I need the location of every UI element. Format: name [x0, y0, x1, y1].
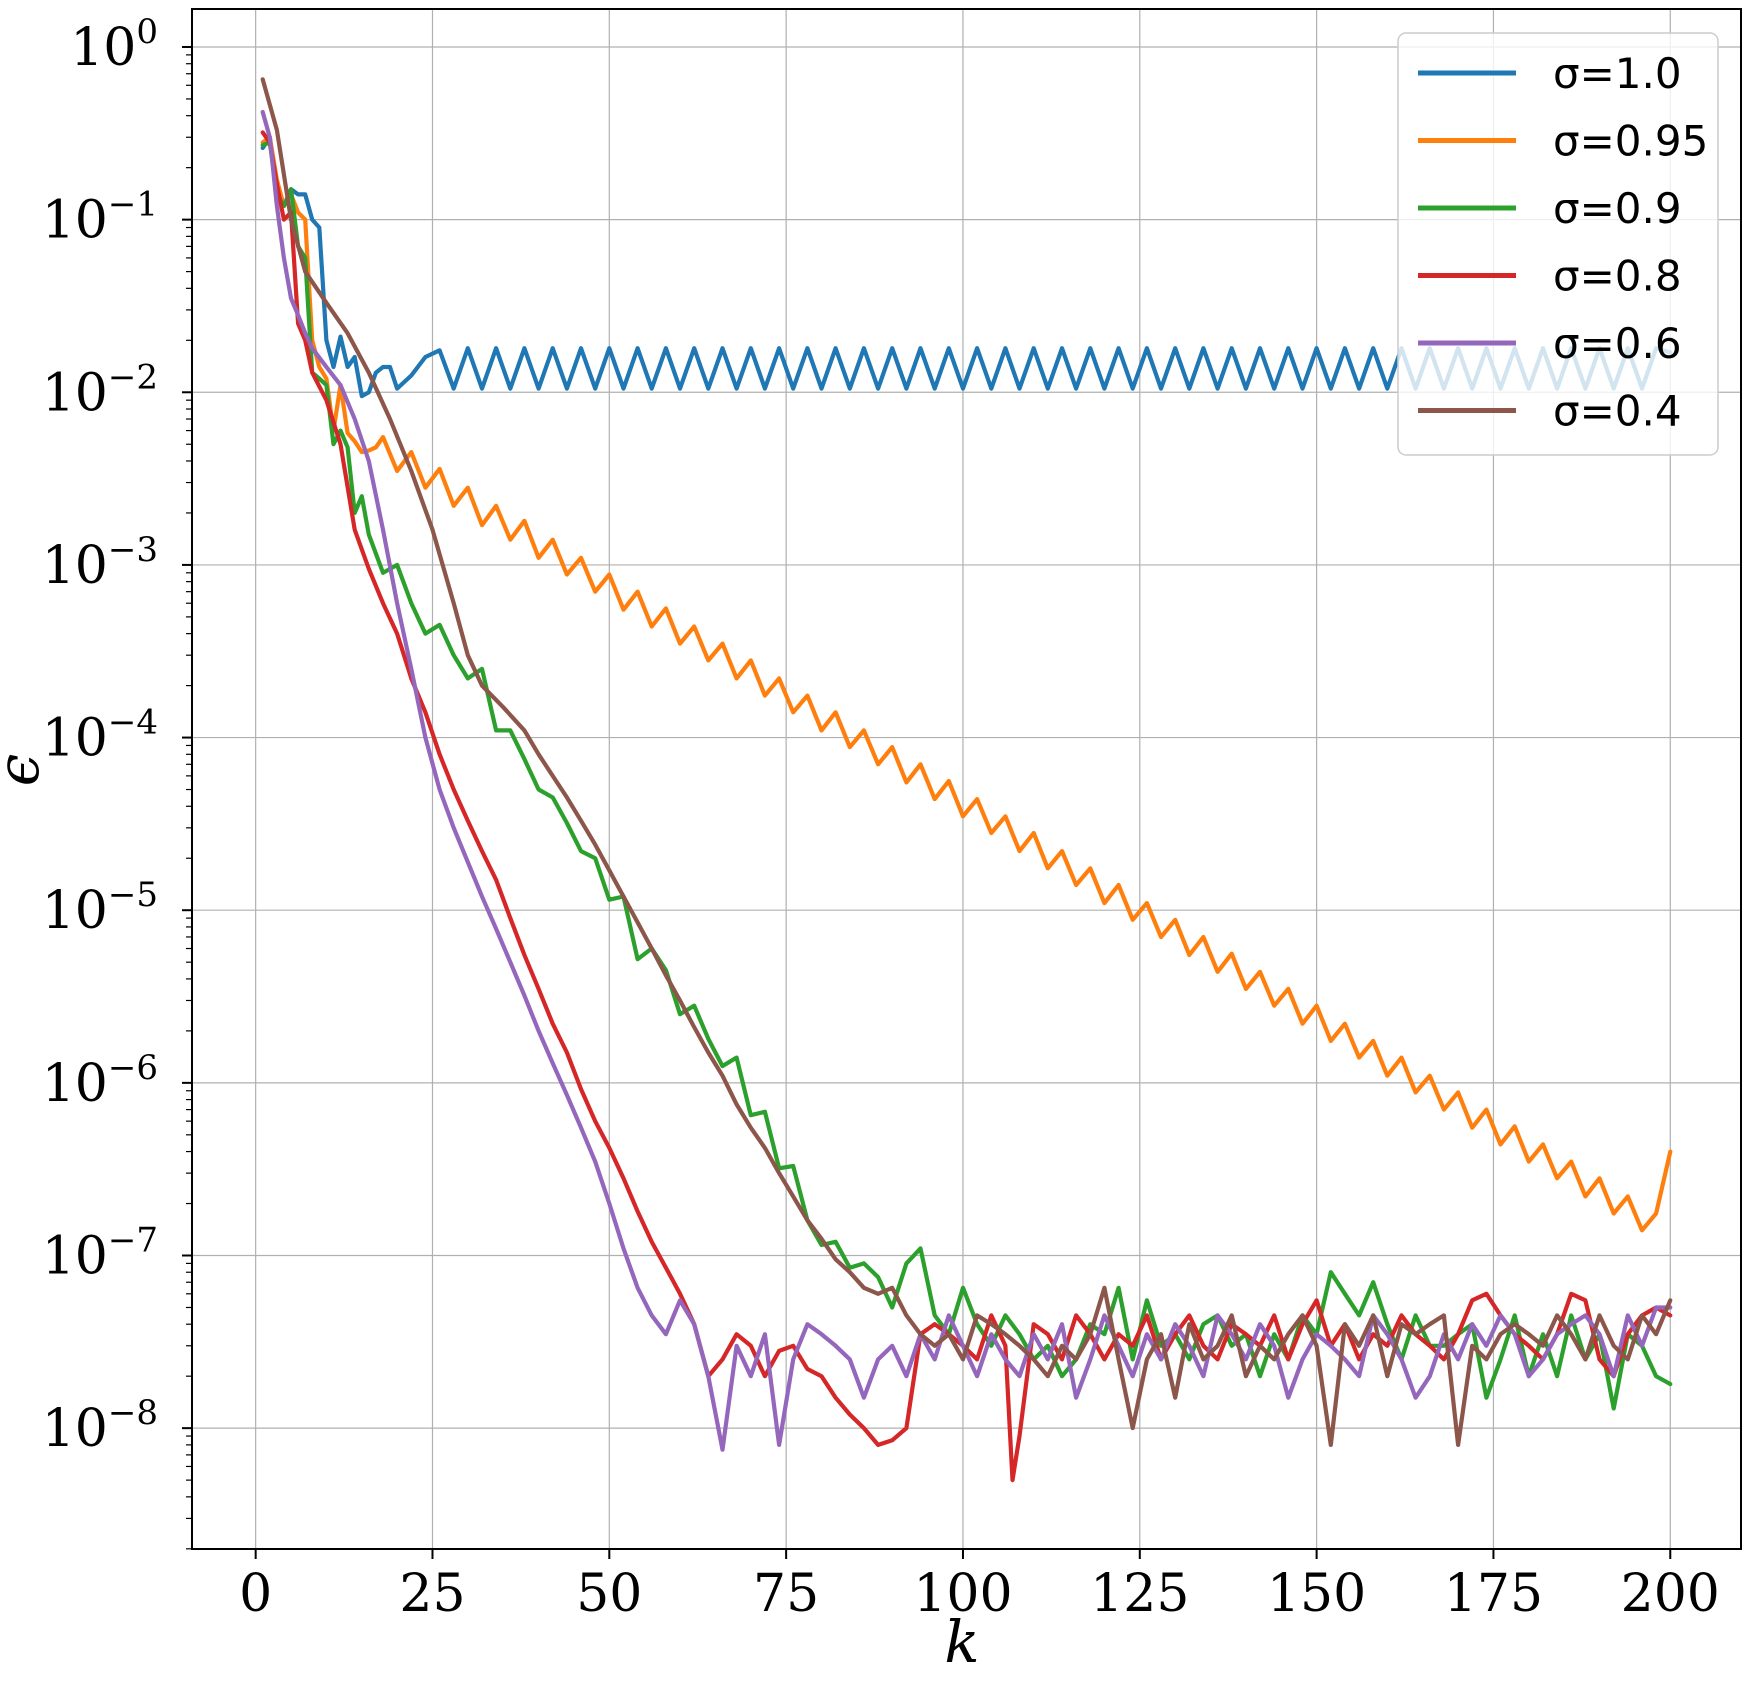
x-tick-label: 100 [913, 1564, 1012, 1624]
x-axis-label: k [944, 1608, 979, 1676]
plot-frame [191, 8, 1742, 1550]
legend-label: σ=0.9 [1553, 184, 1682, 233]
y-tick-label: 10−4 [42, 703, 158, 769]
y-axis-label: ϵ [0, 754, 52, 786]
y-tick-label: 10−8 [42, 1393, 158, 1459]
series-line-1 [260, 135, 1673, 1233]
legend: σ=1.0 σ=0.95 σ=0.9 σ=0.8 σ=0.6 σ=0.4 [1397, 32, 1719, 456]
legend-label: σ=0.6 [1553, 319, 1682, 368]
x-tick-label: 0 [239, 1564, 272, 1624]
x-tick-label: 200 [1621, 1564, 1720, 1624]
y-tick-label: 10−2 [42, 357, 158, 423]
y-tick-label: 10−7 [42, 1221, 158, 1287]
legend-label: σ=1.0 [1553, 49, 1682, 98]
x-tick-label: 150 [1267, 1564, 1366, 1624]
x-tick-label: 75 [753, 1564, 819, 1624]
x-axis-ticks: 0 25 50 75 100 125 150 175 200 [239, 1549, 1720, 1624]
y-tick-label: 10−5 [42, 875, 158, 941]
y-tick-label: 100 [70, 12, 158, 78]
x-tick-label: 125 [1090, 1564, 1189, 1624]
y-tick-label: 10−3 [42, 530, 158, 596]
series-layer [260, 77, 1673, 1483]
legend-label: σ=0.4 [1553, 387, 1682, 436]
legend-label: σ=0.95 [1553, 117, 1708, 166]
series-line-2 [260, 140, 1673, 1411]
x-tick-label: 25 [399, 1564, 465, 1624]
legend-label: σ=0.8 [1553, 252, 1682, 301]
y-tick-label: 10−6 [42, 1048, 158, 1114]
x-tick-label: 50 [576, 1564, 642, 1624]
x-tick-label: 175 [1444, 1564, 1543, 1624]
y-tick-label: 10−1 [42, 185, 158, 251]
y-axis-ticks: 100 10−1 10−2 10−3 10−4 10−5 10−6 10−7 10−8 [42, 12, 192, 1459]
series-line-5 [260, 77, 1673, 1447]
